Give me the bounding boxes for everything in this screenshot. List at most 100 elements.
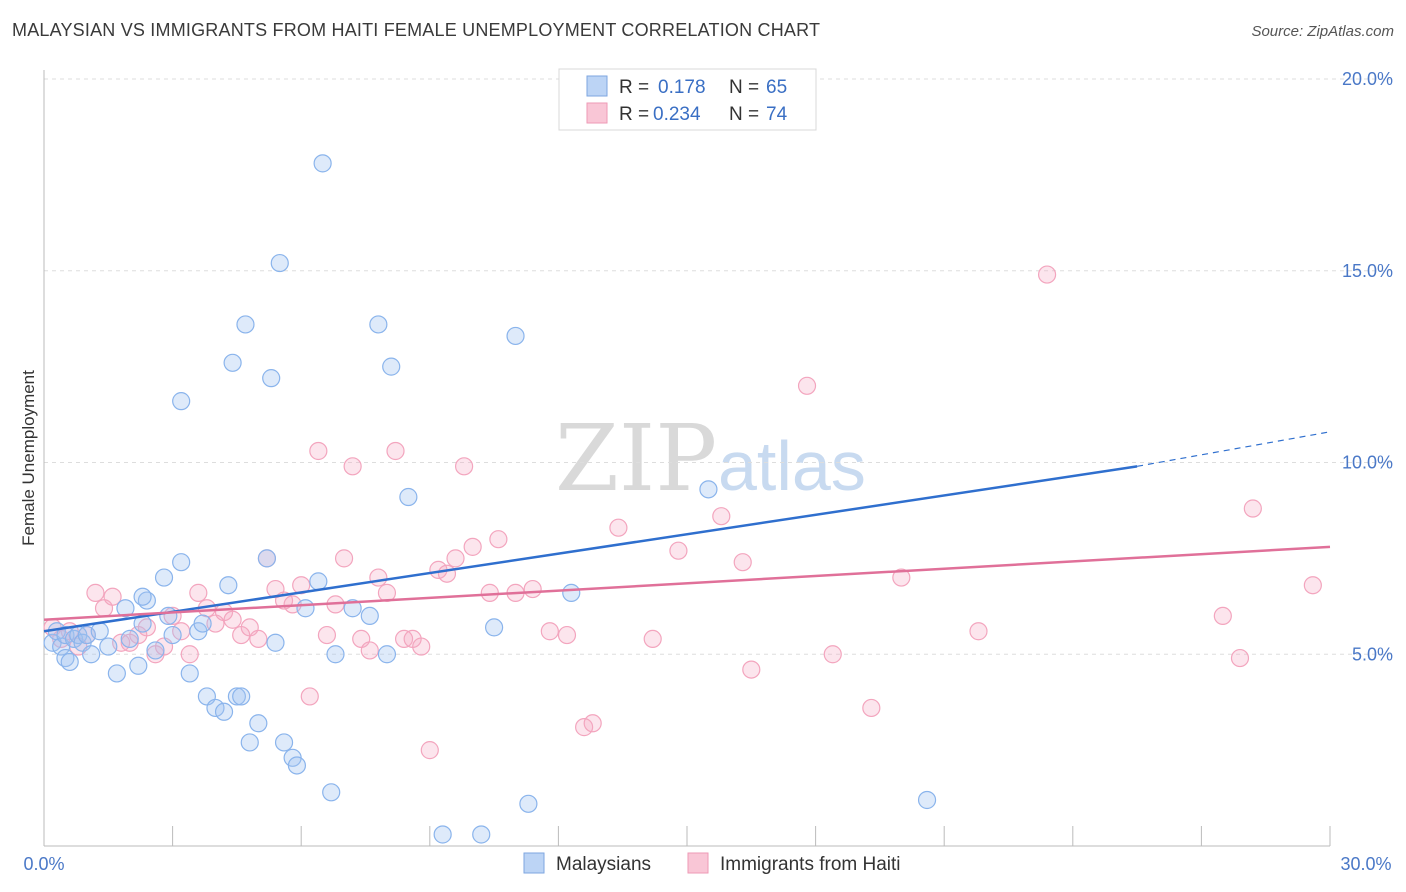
legend-malaysian-swatch — [586, 75, 608, 97]
haiti-point — [189, 583, 208, 602]
haiti-point — [369, 568, 388, 587]
haiti-point — [454, 457, 474, 476]
haiti-point — [797, 376, 817, 395]
malaysian-point — [214, 702, 234, 721]
haiti-point — [223, 610, 242, 629]
malaysian-point — [917, 790, 937, 810]
top-legend: R = 0.178 N = 65 R = 0.234 N = 74 — [558, 68, 817, 131]
haiti-point — [643, 629, 662, 649]
y-tick-label: 10.0% — [1342, 453, 1393, 473]
bottom-legend-haiti-swatch — [687, 852, 709, 874]
haiti-point — [343, 457, 362, 476]
malaysian-point — [159, 606, 178, 626]
malaysian-point — [519, 794, 538, 813]
haiti-point — [309, 441, 328, 461]
malaysian-point — [562, 583, 581, 602]
haiti-point — [420, 741, 439, 760]
malaysian-point — [485, 618, 504, 637]
haiti-point — [1303, 576, 1322, 595]
source-label: Source: ZipAtlas.com — [1251, 23, 1394, 40]
malaysian-point — [287, 756, 307, 775]
haiti-point — [386, 441, 405, 461]
legend-malaysian-r-label: R = — [619, 77, 649, 98]
series-haiti-points — [43, 265, 1322, 760]
malaysian-point — [227, 687, 246, 706]
malaysian-trendline — [43, 465, 1138, 633]
y-axis-label: Female Unemployment — [19, 370, 38, 546]
bottom-legend-haiti-label: Immigrants from Haiti — [720, 854, 901, 875]
legend-haiti-n-value: 74 — [766, 104, 788, 125]
haiti-point — [540, 622, 559, 641]
haiti-point — [1243, 499, 1262, 518]
malaysian-point — [274, 733, 294, 752]
malaysian-point — [232, 687, 251, 706]
haiti-point — [969, 622, 988, 641]
y-tick-label: 20.0% — [1342, 69, 1393, 89]
malaysian-point — [133, 587, 152, 606]
chart-title: MALAYSIAN VS IMMIGRANTS FROM HAITI FEMAL… — [12, 20, 821, 40]
haiti-point — [669, 541, 688, 560]
x-tick-label-min: 0.0% — [23, 854, 64, 874]
malaysian-point — [472, 825, 491, 844]
malaysian-point — [257, 549, 277, 568]
haiti-point — [1213, 606, 1232, 626]
haiti-point — [557, 625, 577, 645]
malaysian-point — [322, 783, 341, 802]
malaysian-point — [116, 599, 135, 618]
malaysian-point — [90, 622, 109, 641]
malaysian-point — [82, 645, 101, 664]
malaysian-point — [223, 353, 242, 372]
malaysian-point — [249, 714, 268, 733]
bottom-legend-malaysian-swatch — [523, 852, 545, 874]
x-axis-ticks — [43, 826, 1331, 846]
haiti-point — [360, 641, 379, 660]
y-tick-label: 5.0% — [1352, 644, 1393, 664]
haiti-point — [733, 553, 752, 572]
malaysian-point — [377, 645, 397, 664]
haiti-point — [489, 530, 508, 549]
malaysian-point — [180, 664, 199, 683]
malaysian-point — [129, 656, 148, 675]
malaysian-point — [313, 154, 332, 173]
malaysian-point — [326, 645, 345, 664]
malaysian-point — [343, 599, 362, 618]
malaysian-point — [56, 625, 75, 645]
malaysian-point — [193, 614, 212, 633]
haiti-point — [249, 629, 268, 649]
legend-haiti-r-label: R = — [619, 104, 649, 125]
malaysian-point — [240, 733, 259, 752]
legend-malaysian-n-value: 65 — [766, 77, 787, 98]
haiti-point — [300, 687, 319, 706]
malaysian-point — [360, 606, 379, 626]
malaysian-point — [172, 392, 191, 411]
malaysian-point — [146, 641, 165, 660]
malaysian-point — [506, 326, 525, 346]
haiti-point — [437, 564, 457, 583]
haiti-point — [180, 645, 199, 664]
series-malaysian-points — [43, 154, 937, 844]
bottom-legend: Malaysians Immigrants from Haiti — [523, 852, 901, 875]
malaysian-point — [172, 553, 191, 572]
malaysian-point — [219, 576, 238, 595]
haiti-point — [463, 537, 482, 556]
haiti-point — [292, 576, 311, 595]
haiti-point — [446, 549, 465, 568]
legend-haiti-n-label: N = — [729, 104, 759, 125]
haiti-point — [609, 518, 628, 537]
haiti-point — [103, 587, 122, 606]
malaysian-point — [107, 664, 126, 683]
haiti-point — [583, 714, 602, 733]
haiti-point — [742, 660, 761, 679]
malaysian-point — [206, 698, 225, 718]
watermark: ZIP atlas — [555, 405, 866, 512]
malaysian-point — [296, 599, 315, 618]
malaysian-point — [309, 572, 328, 591]
malaysian-point — [399, 487, 418, 507]
haiti-point — [892, 568, 911, 587]
y-tick-labels: 5.0% 10.0% 15.0% 20.0% — [1342, 69, 1393, 664]
haiti-trendline — [43, 545, 1331, 621]
malaysian-point — [120, 629, 139, 649]
malaysian-point — [270, 253, 289, 273]
haiti-point — [862, 698, 881, 718]
